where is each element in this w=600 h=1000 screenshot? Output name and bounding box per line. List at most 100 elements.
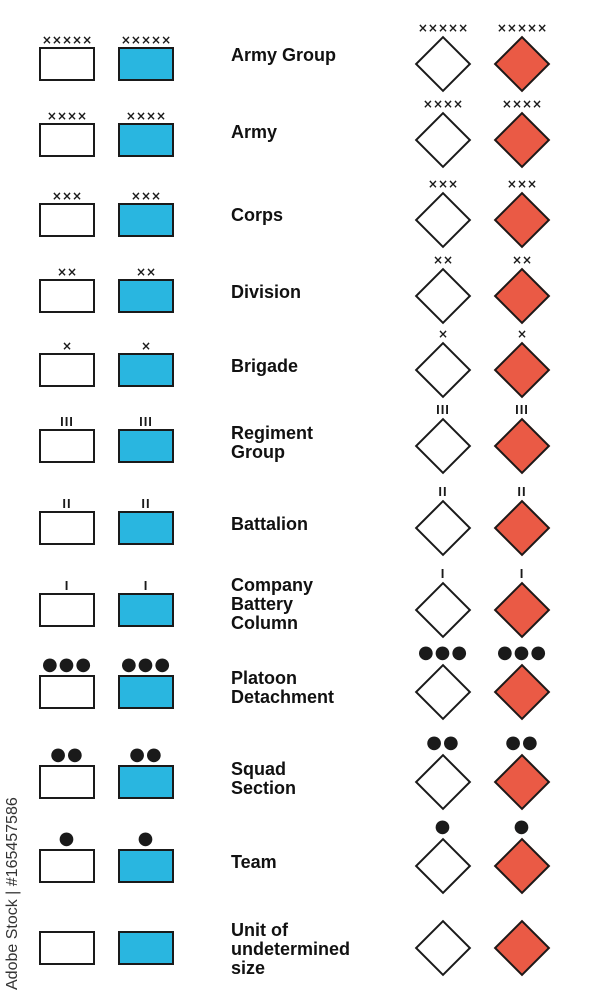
echelon-label: Army: [231, 123, 401, 142]
neutral-diamond-symbol: [414, 753, 472, 811]
neutral-diamond-symbol: [414, 581, 472, 639]
neutral-rectangle-symbol: [39, 511, 95, 545]
echelon-label: Company Battery Column: [231, 576, 401, 633]
echelon-label: Team: [231, 853, 401, 872]
neutral-rectangle-symbol: [39, 429, 95, 463]
rectangle-size-modifier: ●●●: [41, 654, 93, 675]
neutral-diamond-symbol: [414, 417, 472, 475]
hostile-diamond-symbol: [493, 581, 551, 639]
rectangle-size-modifier: ×××: [51, 189, 83, 203]
echelon-label-line: Unit of: [231, 920, 288, 940]
rectangle-size-modifier: ●: [137, 828, 155, 849]
diamond-size-modifier: ××××: [422, 97, 464, 111]
diamond-size-modifier: ×: [516, 327, 528, 341]
rectangle-size-modifier: I: [64, 578, 70, 593]
rectangle-size-modifier: ●●: [129, 744, 163, 765]
neutral-rectangle-symbol: [39, 849, 95, 883]
rectangle-size-modifier: ×××: [130, 189, 162, 203]
diamond-size-modifier: I: [519, 566, 525, 581]
rectangle-size-modifier: ×××××: [41, 33, 93, 47]
rectangle-size-modifier: II: [62, 496, 72, 511]
echelon-label-line: Section: [231, 778, 297, 798]
rectangle-size-modifier: ×××××: [120, 33, 172, 47]
diamond-size-modifier: I: [440, 566, 446, 581]
echelon-label-line: Army: [231, 122, 278, 142]
diamond-size-modifier: ××××: [501, 97, 543, 111]
friendly-rectangle-symbol: [118, 429, 174, 463]
neutral-rectangle-symbol: [39, 123, 95, 157]
rectangle-size-modifier: ●●: [50, 744, 84, 765]
echelon-label: Division: [231, 283, 401, 302]
echelon-label-line: Battalion: [231, 514, 309, 534]
echelon-label-line: Division: [231, 282, 302, 302]
stock-watermark: Adobe Stock | #165457586: [4, 797, 21, 990]
hostile-diamond-symbol: [493, 837, 551, 895]
friendly-rectangle-symbol: [118, 47, 174, 81]
friendly-rectangle-symbol: [118, 593, 174, 627]
echelon-label: Brigade: [231, 357, 401, 376]
diamond-size-modifier: ●: [434, 816, 452, 837]
echelon-label: Battalion: [231, 515, 401, 534]
rectangle-size-modifier: II: [141, 496, 151, 511]
echelon-label-line: Team: [231, 852, 277, 872]
diamond-size-modifier: ●●●: [417, 642, 469, 663]
echelon-label-line: Army Group: [231, 45, 337, 65]
echelon-label: Army Group: [231, 46, 401, 65]
diamond-size-modifier: ×: [437, 327, 449, 341]
hostile-diamond-symbol: [493, 499, 551, 557]
diamond-size-modifier: ×××××: [496, 21, 548, 35]
echelon-label: Corps: [231, 206, 401, 225]
hostile-diamond-symbol: [493, 753, 551, 811]
rectangle-size-modifier: ××××: [125, 109, 167, 123]
hostile-diamond-symbol: [493, 663, 551, 721]
diamond-size-modifier: III: [515, 402, 529, 417]
rectangle-size-modifier: ×: [140, 339, 152, 353]
friendly-rectangle-symbol: [118, 675, 174, 709]
hostile-diamond-symbol: [493, 191, 551, 249]
rectangle-size-modifier: ●●●: [120, 654, 172, 675]
echelon-label-line: Regiment: [231, 423, 314, 443]
hostile-diamond-symbol: [493, 341, 551, 399]
neutral-rectangle-symbol: [39, 593, 95, 627]
neutral-rectangle-symbol: [39, 353, 95, 387]
neutral-diamond-symbol: [414, 499, 472, 557]
rectangle-size-modifier: III: [139, 414, 153, 429]
diamond-size-modifier: III: [436, 402, 450, 417]
neutral-rectangle-symbol: [39, 279, 95, 313]
echelon-label-line: size: [231, 958, 266, 978]
echelon-label: Regiment Group: [231, 424, 401, 462]
neutral-diamond-symbol: [414, 919, 472, 977]
diamond-size-modifier: ●●: [505, 732, 539, 753]
rectangle-size-modifier: I: [143, 578, 149, 593]
neutral-diamond-symbol: [414, 35, 472, 93]
friendly-rectangle-symbol: [118, 279, 174, 313]
echelon-label-line: Column: [231, 613, 298, 633]
rectangle-size-modifier: ××: [56, 265, 78, 279]
neutral-diamond-symbol: [414, 191, 472, 249]
echelon-label-line: Battery: [231, 594, 294, 614]
friendly-rectangle-symbol: [118, 849, 174, 883]
diamond-size-modifier: ××: [432, 253, 454, 267]
friendly-rectangle-symbol: [118, 123, 174, 157]
hostile-diamond-symbol: [493, 417, 551, 475]
diamond-size-modifier: ×××: [427, 177, 459, 191]
hostile-diamond-symbol: [493, 111, 551, 169]
diamond-size-modifier: ×××: [506, 177, 538, 191]
neutral-diamond-symbol: [414, 267, 472, 325]
echelon-label-line: Corps: [231, 205, 284, 225]
neutral-diamond-symbol: [414, 663, 472, 721]
rectangle-size-modifier: ××××: [46, 109, 88, 123]
diamond-size-modifier: ●●●: [496, 642, 548, 663]
friendly-rectangle-symbol: [118, 765, 174, 799]
rectangle-size-modifier: ●: [58, 828, 76, 849]
diamond-size-modifier: ●: [513, 816, 531, 837]
diamond-size-modifier: ×××××: [417, 21, 469, 35]
echelon-label-line: Squad: [231, 759, 287, 779]
neutral-diamond-symbol: [414, 341, 472, 399]
neutral-rectangle-symbol: [39, 931, 95, 965]
echelon-label-line: undetermined: [231, 939, 351, 959]
neutral-rectangle-symbol: [39, 675, 95, 709]
rectangle-size-modifier: III: [60, 414, 74, 429]
friendly-rectangle-symbol: [118, 931, 174, 965]
echelon-label-line: Detachment: [231, 687, 335, 707]
